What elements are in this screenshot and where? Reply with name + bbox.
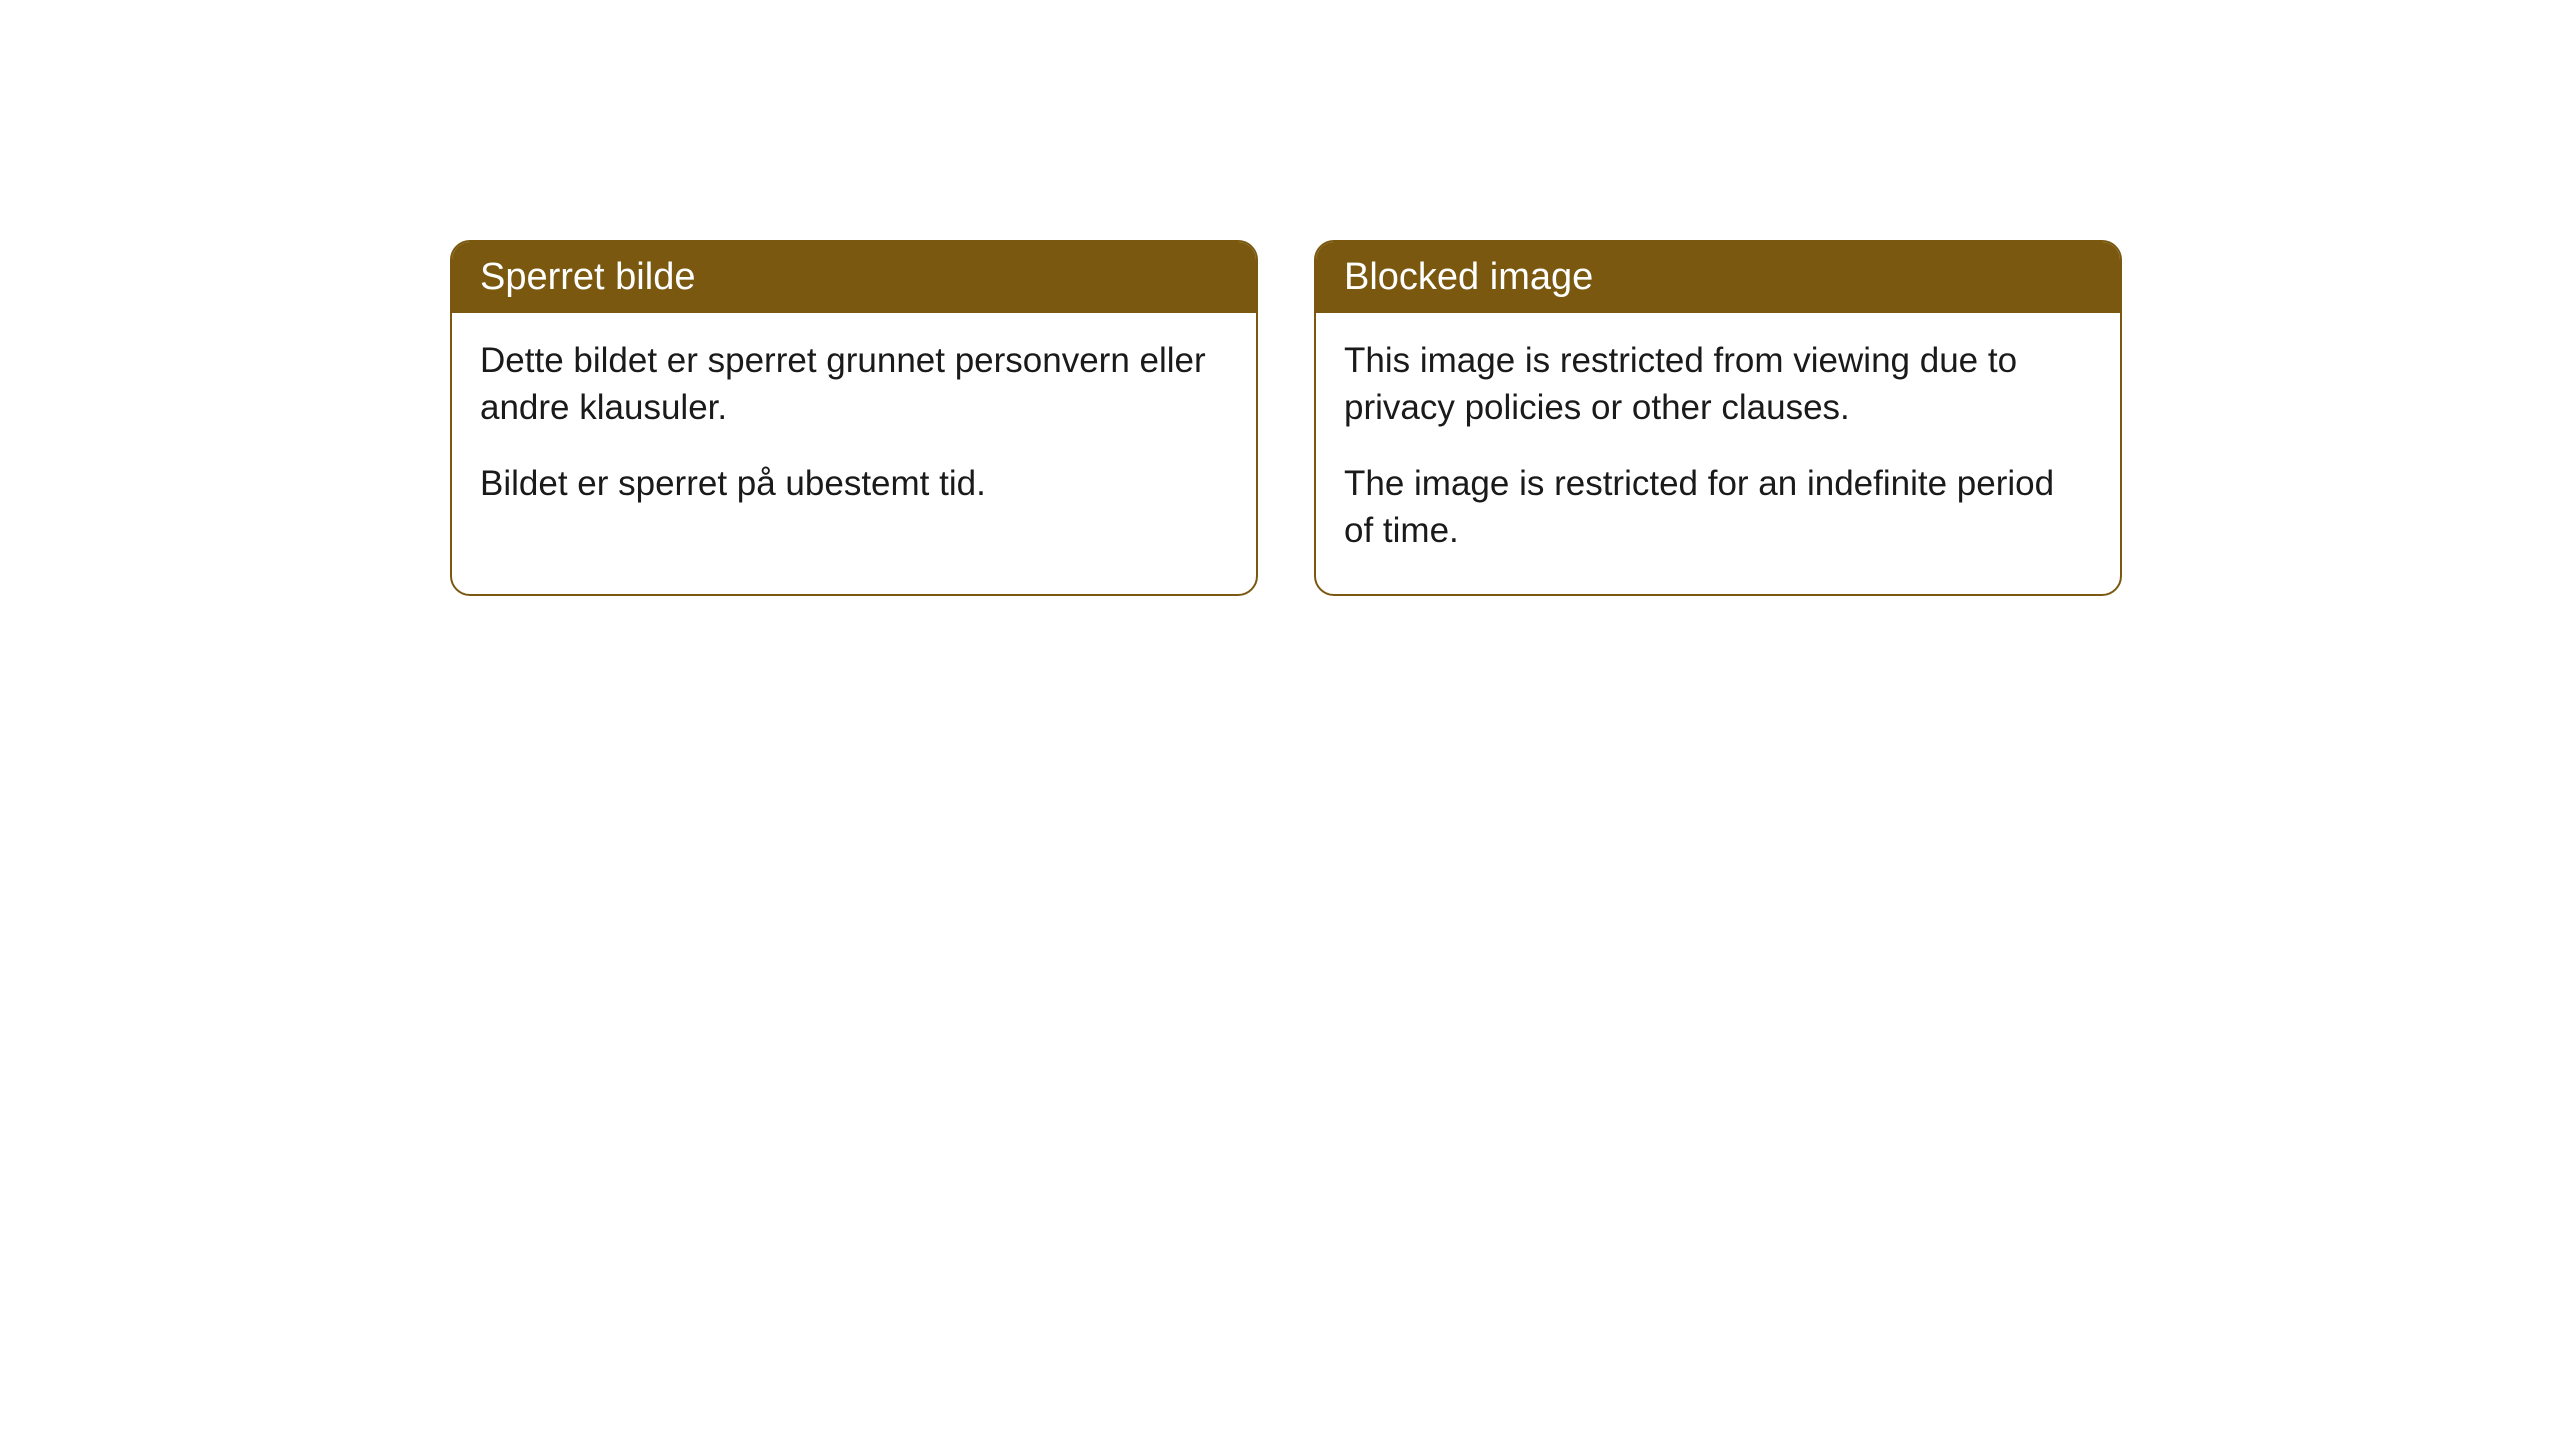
- blocked-image-card-norwegian: Sperret bilde Dette bildet er sperret gr…: [450, 240, 1258, 596]
- notice-cards-container: Sperret bilde Dette bildet er sperret gr…: [450, 240, 2122, 596]
- card-body-english: This image is restricted from viewing du…: [1316, 313, 2120, 594]
- card-header-norwegian: Sperret bilde: [452, 242, 1256, 313]
- card-paragraph-2-norwegian: Bildet er sperret på ubestemt tid.: [480, 460, 1228, 507]
- card-header-english: Blocked image: [1316, 242, 2120, 313]
- blocked-image-card-english: Blocked image This image is restricted f…: [1314, 240, 2122, 596]
- card-body-norwegian: Dette bildet er sperret grunnet personve…: [452, 313, 1256, 547]
- card-title-english: Blocked image: [1344, 256, 1593, 298]
- card-paragraph-1-english: This image is restricted from viewing du…: [1344, 337, 2092, 432]
- card-paragraph-1-norwegian: Dette bildet er sperret grunnet personve…: [480, 337, 1228, 432]
- card-paragraph-2-english: The image is restricted for an indefinit…: [1344, 460, 2092, 555]
- card-title-norwegian: Sperret bilde: [480, 256, 695, 298]
